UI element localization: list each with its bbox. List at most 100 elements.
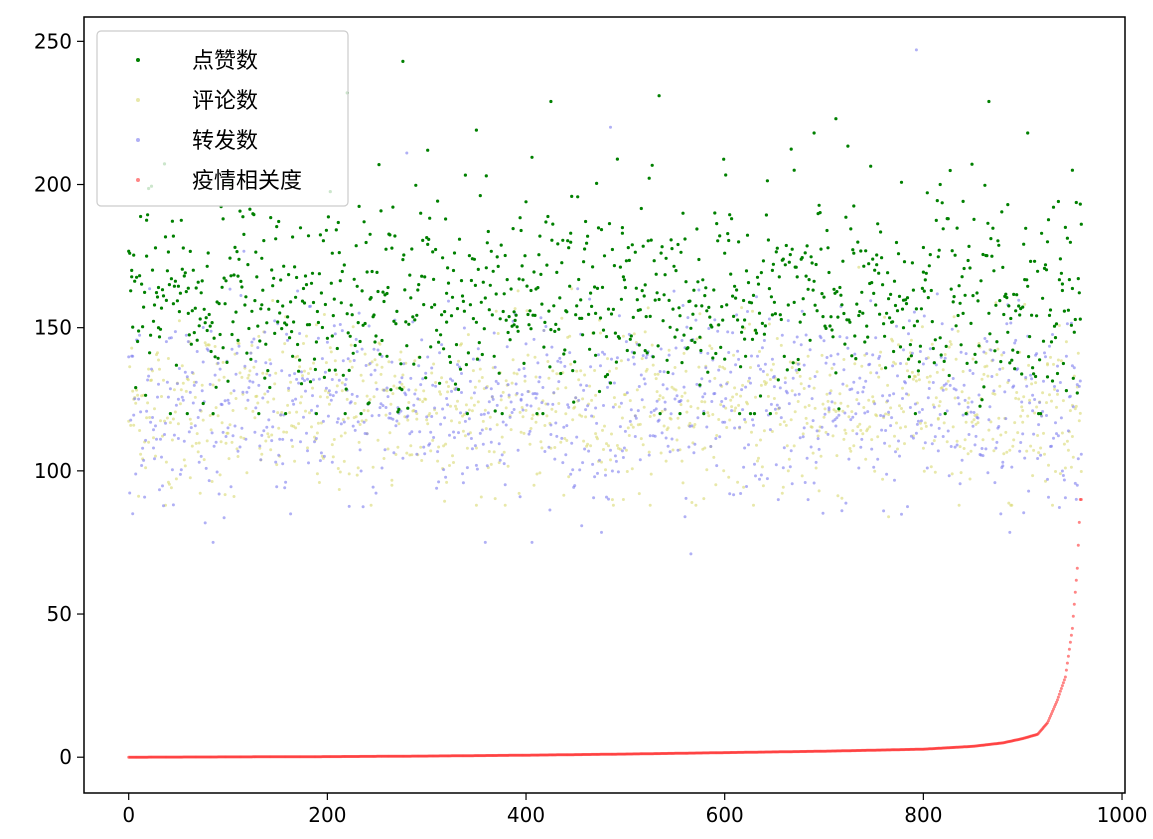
point-s1-724 (846, 404, 850, 408)
point-s0-936 (1056, 199, 1060, 204)
point-s1-631 (754, 395, 757, 399)
point-s2-787 (908, 406, 912, 409)
point-s1-462 (586, 442, 590, 446)
point-s0-708 (830, 328, 834, 332)
y-tick-label-1: 50 (47, 602, 72, 626)
point-s0-741 (863, 340, 867, 344)
point-s1-355 (479, 495, 483, 499)
point-s2-488 (611, 405, 615, 409)
point-s2-324 (449, 377, 452, 381)
point-s1-686 (808, 377, 812, 381)
point-s1-229 (354, 415, 358, 419)
point-s1-478 (602, 448, 605, 451)
point-s1-244 (369, 503, 373, 507)
point-s0-886 (1007, 304, 1011, 308)
point-s1-745 (867, 398, 871, 402)
point-s2-586 (709, 445, 713, 448)
point-s2-840 (961, 413, 965, 417)
point-s2-133 (259, 458, 263, 462)
point-s2-730 (852, 380, 856, 384)
point-s0-584 (707, 305, 711, 309)
point-s0-331 (455, 307, 460, 311)
point-s1-714 (836, 494, 840, 498)
point-s2-426 (550, 345, 554, 349)
point-s2-396 (520, 393, 524, 397)
point-s2-376 (500, 453, 504, 457)
point-s1-206 (331, 455, 335, 459)
point-s2-304 (429, 430, 433, 434)
point-s0-399 (523, 254, 527, 258)
point-s1-304 (429, 449, 433, 453)
point-s2-881 (1002, 351, 1006, 355)
point-s0-371 (495, 255, 499, 259)
point-s1-649 (771, 362, 775, 366)
point-s0-164 (290, 330, 294, 334)
point-s1-377 (501, 390, 505, 394)
point-s0-565 (688, 299, 692, 303)
point-s0-652 (774, 250, 778, 254)
point-s1-282 (407, 401, 411, 404)
point-s0-651 (773, 312, 778, 316)
point-s0-706 (828, 324, 832, 328)
point-s0-88 (214, 385, 218, 389)
point-s1-458 (582, 439, 586, 443)
point-s2-406 (530, 540, 534, 544)
point-s2-641 (763, 362, 767, 366)
point-s2-464 (588, 297, 592, 301)
point-s0-1000 (921, 245, 926, 250)
point-s1-738 (860, 364, 864, 368)
point-s0-135 (261, 288, 265, 292)
point-s0-998 (875, 263, 879, 267)
point-s2-438 (562, 425, 566, 429)
point-s1-937 (1057, 324, 1061, 327)
point-s0-492 (615, 157, 620, 161)
point-s1-21 (148, 416, 152, 419)
point-s2-251 (376, 348, 380, 352)
point-s1-338 (462, 412, 466, 416)
point-s2-337 (461, 481, 465, 485)
point-s0-848 (969, 321, 973, 325)
point-s1-50 (176, 422, 180, 426)
point-s2-579 (702, 409, 706, 413)
point-s2-371 (495, 403, 499, 407)
point-s1-490 (613, 403, 617, 406)
point-s0-370 (494, 292, 498, 296)
point-s2-573 (696, 416, 700, 420)
point-s1-236 (361, 379, 365, 383)
point-s0-822 (943, 412, 947, 416)
point-s0-213 (338, 279, 342, 283)
point-s1-810 (931, 403, 935, 407)
point-s2-922 (1043, 351, 1046, 355)
point-s3-955 (1075, 566, 1079, 570)
point-s0-379 (503, 253, 507, 258)
point-s0-607 (730, 217, 734, 221)
point-s1-339 (463, 434, 467, 438)
point-s2-425 (549, 433, 553, 436)
point-s1-222 (347, 472, 351, 476)
point-s2-101 (227, 401, 231, 405)
point-s0-196 (321, 239, 325, 243)
point-s1-230 (355, 473, 359, 477)
point-s0-21 (148, 351, 152, 355)
point-s2-794 (915, 422, 919, 426)
point-s1-544 (667, 348, 671, 352)
point-s0-393 (517, 277, 521, 281)
point-s0-946 (1066, 308, 1070, 312)
point-s2-639 (761, 369, 765, 373)
point-s0-487 (610, 247, 615, 252)
point-s2-702 (824, 361, 828, 365)
point-s1-410 (534, 375, 538, 379)
point-s2-97 (223, 399, 227, 403)
point-s2-666 (788, 465, 792, 469)
point-s1-320 (445, 480, 449, 484)
point-s0-749 (871, 257, 875, 261)
point-s1-553 (676, 416, 680, 420)
point-s0-136 (262, 239, 266, 243)
point-s1-257 (382, 457, 386, 460)
point-s0-590 (713, 211, 717, 215)
point-s2-941 (1061, 474, 1065, 477)
point-s0-198 (323, 302, 327, 307)
point-s1-449 (573, 405, 577, 409)
point-s2-201 (326, 414, 330, 418)
point-s2-992 (971, 372, 975, 375)
